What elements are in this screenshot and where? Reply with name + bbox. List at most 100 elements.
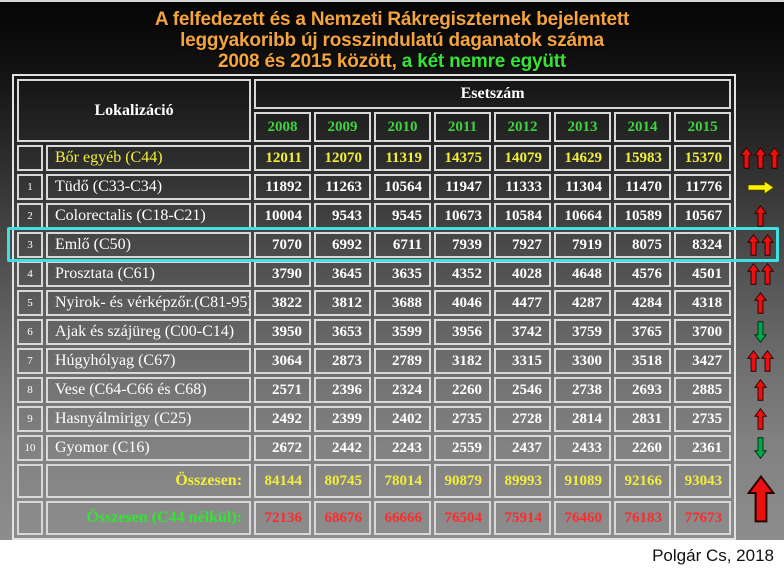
value-cell: 2728: [494, 406, 552, 432]
down-arrow-icon: [754, 437, 767, 459]
trend-arrows: [738, 261, 783, 287]
value-cell: 76504: [434, 501, 492, 535]
title-line-1: A felfedezett és a Nemzeti Rákregisztern…: [154, 9, 630, 30]
header-cell-localization: Lokalizáció: [17, 79, 252, 142]
value-cell: 3653: [314, 319, 372, 345]
trend-arrows: [738, 464, 783, 534]
value-cell: 7070: [254, 232, 312, 258]
row-label: Gyomor (C16): [46, 435, 252, 461]
summary-row: Összesen (C44 nélkül): 72136 68676 66666 765…: [17, 501, 732, 535]
slide-title: A felfedezett és a Nemzeti Rákregisztern…: [0, 9, 784, 72]
row-label: Bőr egyéb (C44): [46, 145, 252, 171]
title-line-3-green: a két nemre együtt: [396, 51, 567, 72]
value-cell: 8075: [614, 232, 672, 258]
value-cell: 11892: [254, 174, 312, 200]
row-rank: 8: [17, 377, 43, 403]
value-cell: 66666: [374, 501, 432, 535]
value-cell: 14629: [554, 145, 612, 171]
up-arrow-icon: [754, 408, 767, 430]
value-cell: 3427: [674, 348, 732, 374]
row-label: Prosztata (C61): [46, 261, 252, 287]
value-cell: 4284: [614, 290, 672, 316]
value-cell: 14375: [434, 145, 492, 171]
up-arrow-icon: [754, 292, 767, 314]
up-arrow-icon: [754, 379, 767, 401]
up-arrow-icon: [754, 205, 767, 227]
value-cell: 2693: [614, 377, 672, 403]
value-cell: 2831: [614, 406, 672, 432]
value-cell: 2559: [434, 435, 492, 461]
value-cell: 11333: [494, 174, 552, 200]
value-cell: 4501: [674, 261, 732, 287]
data-table-wrap: Lokalizáció Esetszám 2008 2009 2010 2011 201…: [12, 74, 736, 540]
credit-text: Polgár Cs, 2018: [652, 546, 774, 565]
value-cell: 4648: [554, 261, 612, 287]
table-row: Bőr egyéb (C44) 12011 12070 11319 14375 14079…: [17, 145, 732, 171]
year-header: 2014: [614, 112, 672, 142]
value-cell: 68676: [314, 501, 372, 535]
value-cell: 3599: [374, 319, 432, 345]
table-row: 6 Ajak és szájüreg (C00-C14) 3950 3653 3599 3…: [17, 319, 732, 345]
value-cell: 11947: [434, 174, 492, 200]
trend-arrows: [738, 232, 783, 258]
value-cell: 10664: [554, 203, 612, 229]
value-cell: 4576: [614, 261, 672, 287]
right-arrow-icon: [746, 179, 775, 195]
row-rank: 9: [17, 406, 43, 432]
row-label: Ajak és szájüreg (C00-C14): [46, 319, 252, 345]
value-cell: 3182: [434, 348, 492, 374]
value-cell: 4028: [494, 261, 552, 287]
value-cell: 2361: [674, 435, 732, 461]
value-cell: 10673: [434, 203, 492, 229]
row-rank: 10: [17, 435, 43, 461]
value-cell: 3822: [254, 290, 312, 316]
table-row: 5 Nyirok- és vérképzőr.(C81-95) 3822 3812 36…: [17, 290, 732, 316]
value-cell: 12070: [314, 145, 372, 171]
trend-arrows: [738, 203, 783, 229]
value-cell: 91089: [554, 464, 612, 498]
value-cell: 4287: [554, 290, 612, 316]
value-cell: 3950: [254, 319, 312, 345]
value-cell: 4318: [674, 290, 732, 316]
year-header: 2010: [374, 112, 432, 142]
value-cell: 2672: [254, 435, 312, 461]
row-label: Nyirok- és vérképzőr.(C81-95): [46, 290, 252, 316]
value-cell: 90879: [434, 464, 492, 498]
year-header: 2008: [254, 112, 312, 142]
year-header: 2009: [314, 112, 372, 142]
row-label: Tüdő (C33-C34): [46, 174, 252, 200]
value-cell: 11319: [374, 145, 432, 171]
value-cell: 10567: [674, 203, 732, 229]
value-cell: 3300: [554, 348, 612, 374]
value-cell: 15983: [614, 145, 672, 171]
value-cell: 78014: [374, 464, 432, 498]
value-cell: 2546: [494, 377, 552, 403]
value-cell: 4352: [434, 261, 492, 287]
value-cell: 10589: [614, 203, 672, 229]
table-row: 8 Vese (C64-C66 és C68) 2571 2396 2324 2260 25…: [17, 377, 732, 403]
value-cell: 2492: [254, 406, 312, 432]
value-cell: 12011: [254, 145, 312, 171]
row-rank: 7: [17, 348, 43, 374]
value-cell: 15370: [674, 145, 732, 171]
value-cell: 2814: [554, 406, 612, 432]
trend-arrows: [738, 319, 783, 345]
row-rank: 6: [17, 319, 43, 345]
value-cell: 3742: [494, 319, 552, 345]
row-rank: 4: [17, 261, 43, 287]
value-cell: 3518: [614, 348, 672, 374]
value-cell: 6992: [314, 232, 372, 258]
title-line-2: leggyakoribb új rosszindulatú daganatok …: [180, 30, 604, 51]
value-cell: 3956: [434, 319, 492, 345]
year-header: 2015: [674, 112, 732, 142]
value-cell: 2260: [614, 435, 672, 461]
value-cell: 10004: [254, 203, 312, 229]
value-cell: 76183: [614, 501, 672, 535]
value-cell: 7927: [494, 232, 552, 258]
table-row: 1 Tüdő (C33-C34) 11892 11263 10564 11947 11333…: [17, 174, 732, 200]
value-cell: 80745: [314, 464, 372, 498]
value-cell: 72136: [254, 501, 312, 535]
down-arrow-icon: [754, 321, 767, 343]
header-row-years: 2008 2009 2010 2011 2012 2013 2014 2015: [17, 112, 732, 142]
summary-row: Összesen: 84144 80745 78014 90879 89993 91089 9…: [17, 464, 732, 498]
